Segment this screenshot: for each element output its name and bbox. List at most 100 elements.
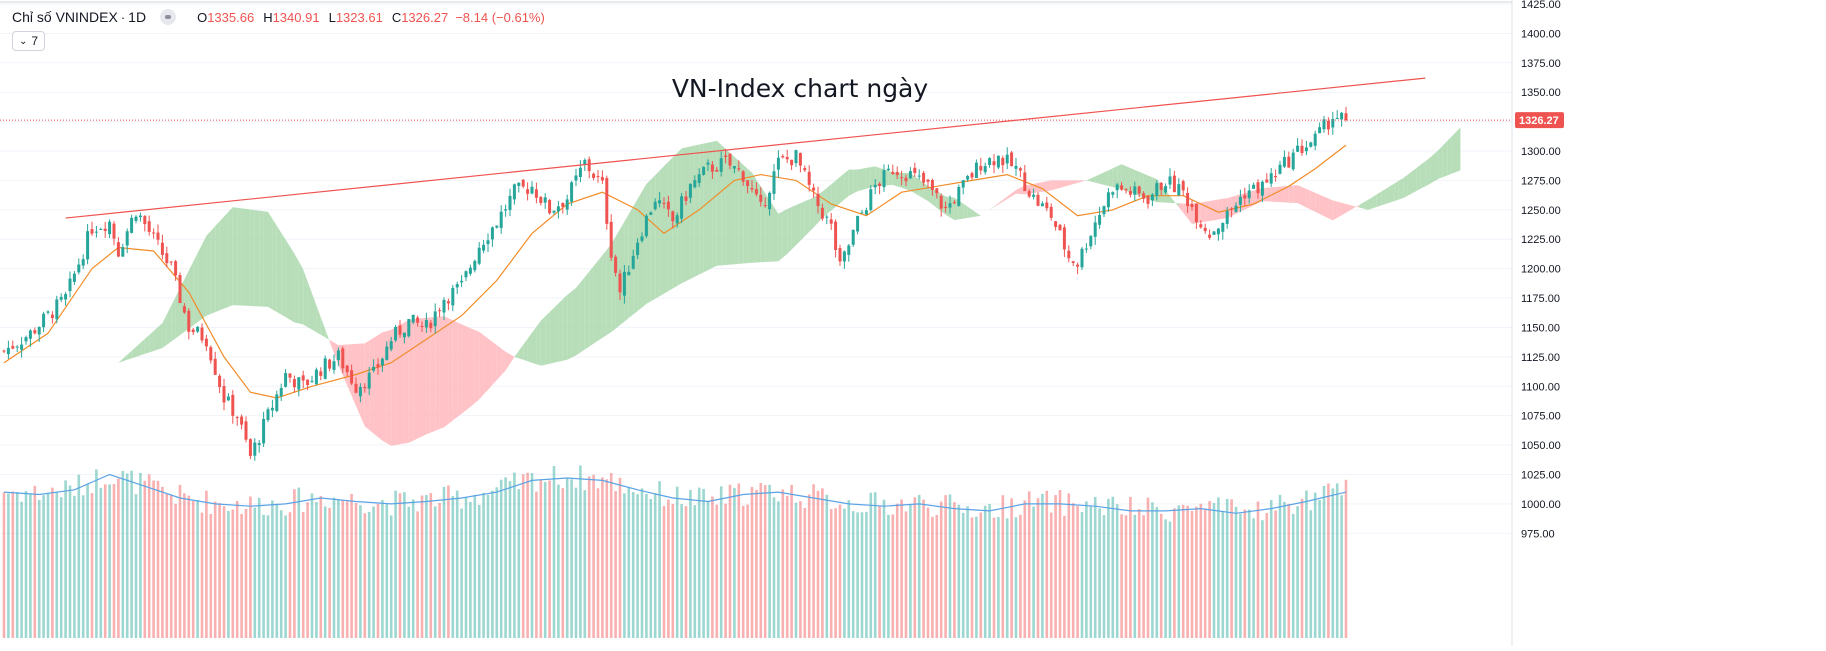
candle-body <box>1142 193 1146 199</box>
cloud-segment <box>774 206 779 262</box>
candle-body <box>394 326 398 341</box>
volume-bar <box>860 512 864 638</box>
candle-body <box>671 211 675 222</box>
cloud-segment <box>826 184 832 215</box>
candle-body <box>90 229 94 234</box>
visibility-toggle-icon[interactable] <box>160 9 177 25</box>
candle-body <box>869 189 873 211</box>
candle-body <box>310 380 314 382</box>
cloud-segment <box>765 193 770 263</box>
candle-body <box>284 373 288 387</box>
candle-body <box>772 171 776 194</box>
cloud-segment <box>1420 161 1426 189</box>
volume-bar <box>1164 519 1167 638</box>
volume-bar <box>1186 505 1189 638</box>
volume-bar <box>240 513 243 638</box>
cloud-segment <box>712 140 717 268</box>
cloud-segment <box>1297 185 1302 206</box>
volume-bar <box>816 490 820 638</box>
candle-body <box>724 155 728 158</box>
volume-bar <box>1278 494 1282 638</box>
cloud-segment <box>492 341 497 385</box>
cloud-segment <box>457 322 462 418</box>
interval-label[interactable]: 1D <box>128 9 147 25</box>
cloud-segment <box>650 175 656 302</box>
volume-bar <box>464 497 468 638</box>
volume-bar <box>376 503 380 638</box>
trendline[interactable] <box>65 77 1426 219</box>
cloud-segment <box>642 183 647 308</box>
volume-bar <box>636 494 639 638</box>
volume-bar <box>917 494 921 638</box>
price-axis[interactable]: 975.00 1000.00 1025.00 1050.00 1075.00 1100.0… <box>1511 0 1561 646</box>
volume-bar <box>244 508 248 638</box>
cloud-segment <box>549 307 554 364</box>
volume-bar <box>249 496 252 638</box>
cloud-segment <box>532 326 537 365</box>
cloud-segment <box>466 326 471 411</box>
candle-body <box>1265 179 1269 183</box>
cloud-segment <box>928 186 933 205</box>
volume-bar <box>24 491 28 638</box>
volume-bar <box>403 492 406 638</box>
candle-body <box>196 326 200 332</box>
cloud-segment <box>580 277 585 353</box>
volume-bar <box>1331 488 1335 638</box>
candle-body <box>1203 227 1207 232</box>
cloud-segment <box>325 329 330 342</box>
volume-bar <box>1239 513 1242 638</box>
candle-body <box>1296 145 1300 152</box>
low-value: 1323.61 <box>335 9 383 25</box>
volume-bar <box>359 505 362 638</box>
cloud-segment <box>1368 197 1373 210</box>
candle-body <box>86 231 90 260</box>
candle-body <box>1238 196 1242 205</box>
candle-body <box>996 155 1000 168</box>
volume-bar <box>1190 510 1194 638</box>
volume-bar <box>1208 501 1211 638</box>
cloud-segment <box>1288 185 1294 203</box>
volume-bars <box>2 465 1348 638</box>
volume-bar <box>847 500 851 638</box>
volume-bar <box>1234 506 1238 638</box>
candle-body <box>1291 152 1295 170</box>
volume-bar <box>1063 515 1066 638</box>
candle-body <box>680 196 684 219</box>
candle-body <box>1071 261 1075 263</box>
candle-body <box>42 313 46 328</box>
candle-body <box>1133 186 1137 195</box>
candle-body <box>1326 120 1330 130</box>
volume-bar <box>486 494 490 638</box>
candle-body <box>842 251 846 262</box>
volume-bar <box>645 493 648 638</box>
cloud-segment <box>624 214 629 322</box>
candle-body <box>504 209 508 211</box>
cloud-segment <box>1332 200 1338 221</box>
volume-bar <box>768 484 771 638</box>
volume-bar <box>1340 495 1343 638</box>
volume-bar <box>1159 513 1163 638</box>
candle-body <box>517 182 521 186</box>
y-tick-label: 1250.00 <box>1521 205 1561 217</box>
candle-body <box>697 174 701 183</box>
candle-body <box>94 231 98 233</box>
indicators-toggle-button[interactable]: ⌄ 7 <box>12 31 46 51</box>
volume-bar <box>741 505 745 638</box>
candle-body <box>244 421 248 440</box>
cloud-segment <box>554 303 559 363</box>
volume-bar <box>777 501 780 638</box>
candle-body <box>1018 168 1022 171</box>
candle-body <box>706 162 710 165</box>
candle-body <box>1318 127 1322 134</box>
candle-body <box>231 394 235 416</box>
volume-bar <box>539 480 543 638</box>
symbol-name[interactable]: Chỉ số VNINDEX <box>12 9 118 25</box>
candle-body <box>732 166 736 169</box>
cloud-segment <box>1174 201 1179 208</box>
cloud-segment <box>668 157 673 292</box>
candle-body <box>248 439 252 456</box>
y-tick-label: 1125.00 <box>1521 352 1560 364</box>
candle-body <box>658 200 662 204</box>
